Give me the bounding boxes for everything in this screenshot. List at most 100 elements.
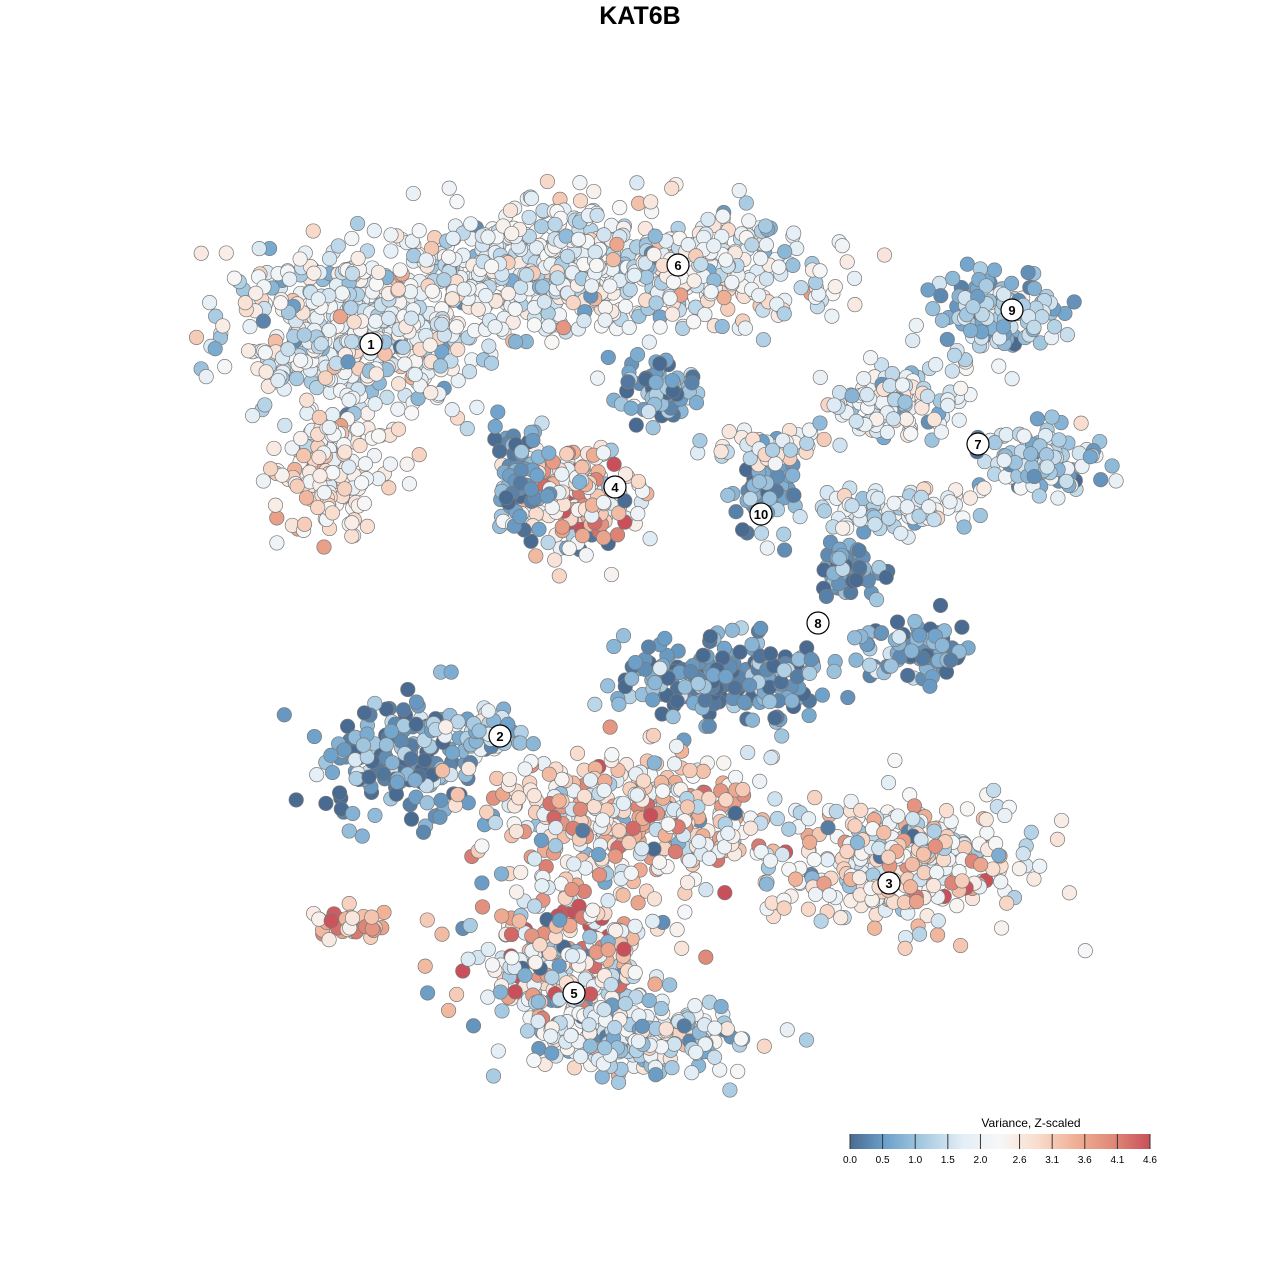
data-point [248, 285, 264, 301]
legend-tick-label: 3.6 [1078, 1155, 1092, 1166]
data-point [641, 334, 657, 350]
data-point [527, 954, 544, 971]
data-point [367, 396, 383, 412]
data-point [803, 651, 819, 667]
data-point [753, 250, 769, 267]
data-point [674, 940, 690, 956]
data-point [744, 712, 761, 728]
data-point [408, 716, 424, 732]
data-point [572, 801, 588, 817]
data-point [652, 319, 668, 335]
legend-tick-label: 2.6 [1013, 1155, 1027, 1166]
data-point [367, 807, 383, 823]
data-point [508, 334, 524, 350]
data-point [382, 456, 398, 472]
data-point [465, 1018, 482, 1034]
data-point [779, 1022, 795, 1038]
data-point [575, 528, 591, 544]
data-point [325, 407, 341, 423]
data-point [972, 507, 988, 524]
data-point [926, 411, 942, 428]
data-point [381, 310, 397, 326]
data-point [903, 643, 920, 659]
data-point [586, 799, 602, 815]
data-point [318, 795, 334, 811]
data-point [615, 795, 632, 811]
data-point [544, 969, 560, 985]
data-point [828, 803, 844, 819]
data-point [574, 459, 590, 475]
data-point [767, 791, 783, 807]
cluster-label-10: 10 [749, 502, 773, 526]
data-point [422, 337, 438, 353]
cluster-label-5: 5 [562, 981, 586, 1005]
data-point [449, 319, 465, 335]
data-point [293, 352, 309, 368]
data-point [589, 207, 605, 223]
data-point [669, 693, 685, 709]
data-point [664, 180, 680, 196]
data-point [617, 996, 634, 1012]
data-point [337, 481, 353, 497]
data-point [628, 417, 644, 433]
data-point [513, 279, 529, 295]
data-point [902, 879, 919, 895]
data-point [548, 820, 564, 836]
data-point [616, 941, 632, 957]
data-point [612, 200, 628, 216]
data-point [998, 427, 1014, 443]
data-point [702, 629, 718, 645]
data-point [629, 787, 645, 803]
data-point [559, 446, 575, 462]
data-point [688, 1044, 704, 1060]
data-point [565, 295, 581, 311]
cluster-label-1: 1 [359, 332, 383, 356]
data-point [903, 426, 919, 442]
data-point [590, 370, 606, 386]
data-point [816, 431, 832, 447]
data-point [361, 769, 377, 785]
data-point [424, 283, 440, 299]
data-point [724, 274, 740, 290]
cluster-label-text: 2 [496, 729, 503, 744]
data-point [665, 709, 681, 725]
data-point [835, 520, 851, 536]
data-point [1073, 415, 1089, 431]
data-point [716, 290, 732, 306]
data-point [1077, 943, 1093, 959]
data-point [899, 499, 915, 515]
data-point [400, 681, 416, 698]
data-point [541, 445, 557, 461]
data-point [255, 473, 271, 489]
data-point [887, 752, 903, 768]
data-point [444, 402, 460, 418]
data-point [785, 257, 801, 273]
data-point [376, 766, 392, 782]
data-point [1046, 319, 1063, 335]
data-point [684, 375, 700, 391]
data-point [930, 913, 946, 929]
data-point [634, 1018, 650, 1034]
data-point [474, 838, 490, 854]
data-point [652, 356, 668, 372]
data-point [1108, 473, 1124, 489]
data-point [963, 323, 979, 339]
data-point [943, 652, 959, 668]
data-point [403, 310, 419, 326]
data-point [540, 534, 556, 551]
data-point [533, 832, 549, 848]
data-point [978, 812, 994, 828]
data-point [543, 1028, 559, 1044]
data-point [597, 312, 613, 328]
data-point [625, 820, 641, 836]
data-point [991, 847, 1007, 863]
data-point [324, 505, 340, 521]
data-point [494, 1003, 510, 1019]
data-point [330, 238, 346, 254]
data-point [881, 510, 897, 526]
data-point [832, 437, 848, 453]
data-point [954, 619, 970, 635]
data-point [317, 370, 334, 386]
data-point [544, 1045, 560, 1061]
